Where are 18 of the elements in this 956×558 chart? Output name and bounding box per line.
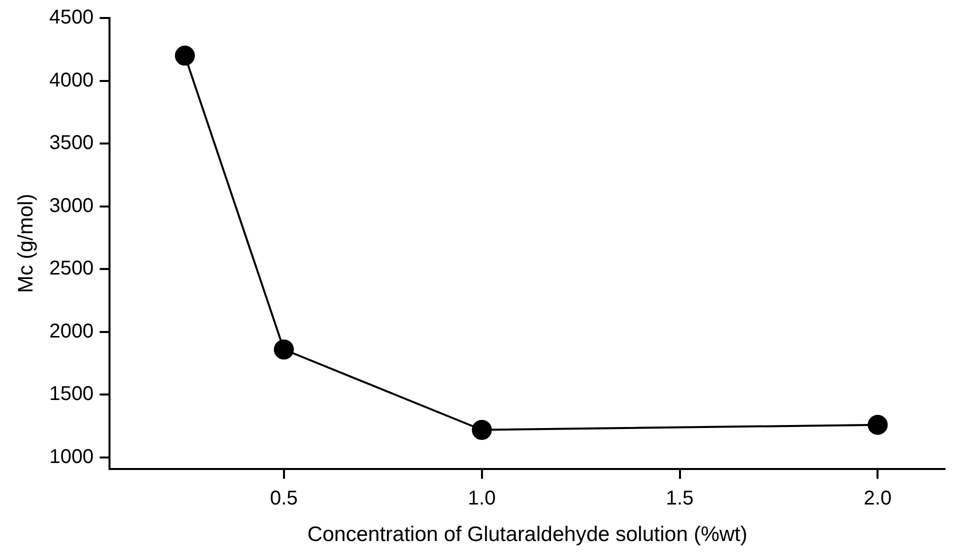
y-tick-label: 3500 [49,132,94,154]
y-tick-label: 2000 [49,320,94,342]
y-tick-label: 4500 [49,6,94,29]
x-tick-label: 2.0 [864,487,892,510]
y-tick-label: 2500 [49,258,94,280]
y-tick-label: 3000 [49,194,94,217]
point [868,414,888,435]
point [174,46,195,66]
x-tick-label: 1.0 [468,487,496,510]
x-tick-label: 1.5 [666,487,694,510]
point [472,420,492,440]
y-axis-title: Mc (g/mol) [14,194,38,293]
y-tick-label: 4000 [49,69,94,92]
point [274,340,294,360]
x-axis-title: Concentration of Glutaraldehyde solution (%wt) [307,523,748,546]
y-tick-label: 1000 [49,446,94,468]
y-tick-label: 1500 [49,383,94,406]
x-tick-label: 0.5 [270,487,298,510]
